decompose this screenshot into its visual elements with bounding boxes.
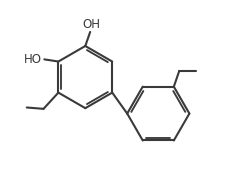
Text: HO: HO: [24, 53, 42, 66]
Text: OH: OH: [82, 18, 101, 31]
